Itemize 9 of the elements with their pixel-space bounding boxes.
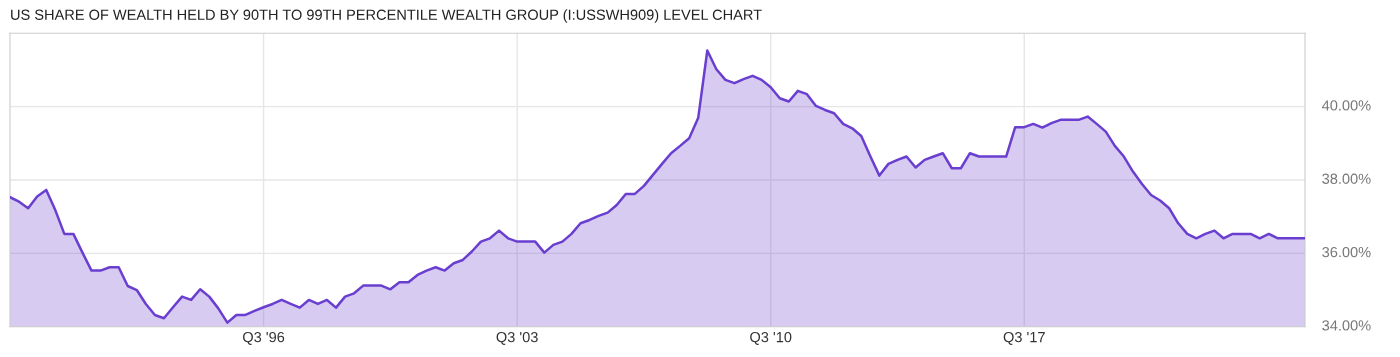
x-tick-label: Q3 '10 (750, 331, 792, 345)
y-tick-label: 38.00% (1322, 173, 1371, 184)
x-tick-label: Q3 '03 (496, 331, 538, 345)
x-tick-label: Q3 '17 (1003, 331, 1045, 345)
chart-title: US SHARE OF WEALTH HELD BY 90TH TO 99TH PERCENTILE WEALTH GROUP (I:USSWH909) LEVEL CHART (11, 9, 762, 23)
y-tick-label: 34.00% (1322, 320, 1371, 331)
y-tick-label: 36.00% (1322, 246, 1371, 258)
y-tick-label: 40.00% (1322, 100, 1371, 111)
x-tick-label: Q3 '96 (243, 331, 285, 345)
